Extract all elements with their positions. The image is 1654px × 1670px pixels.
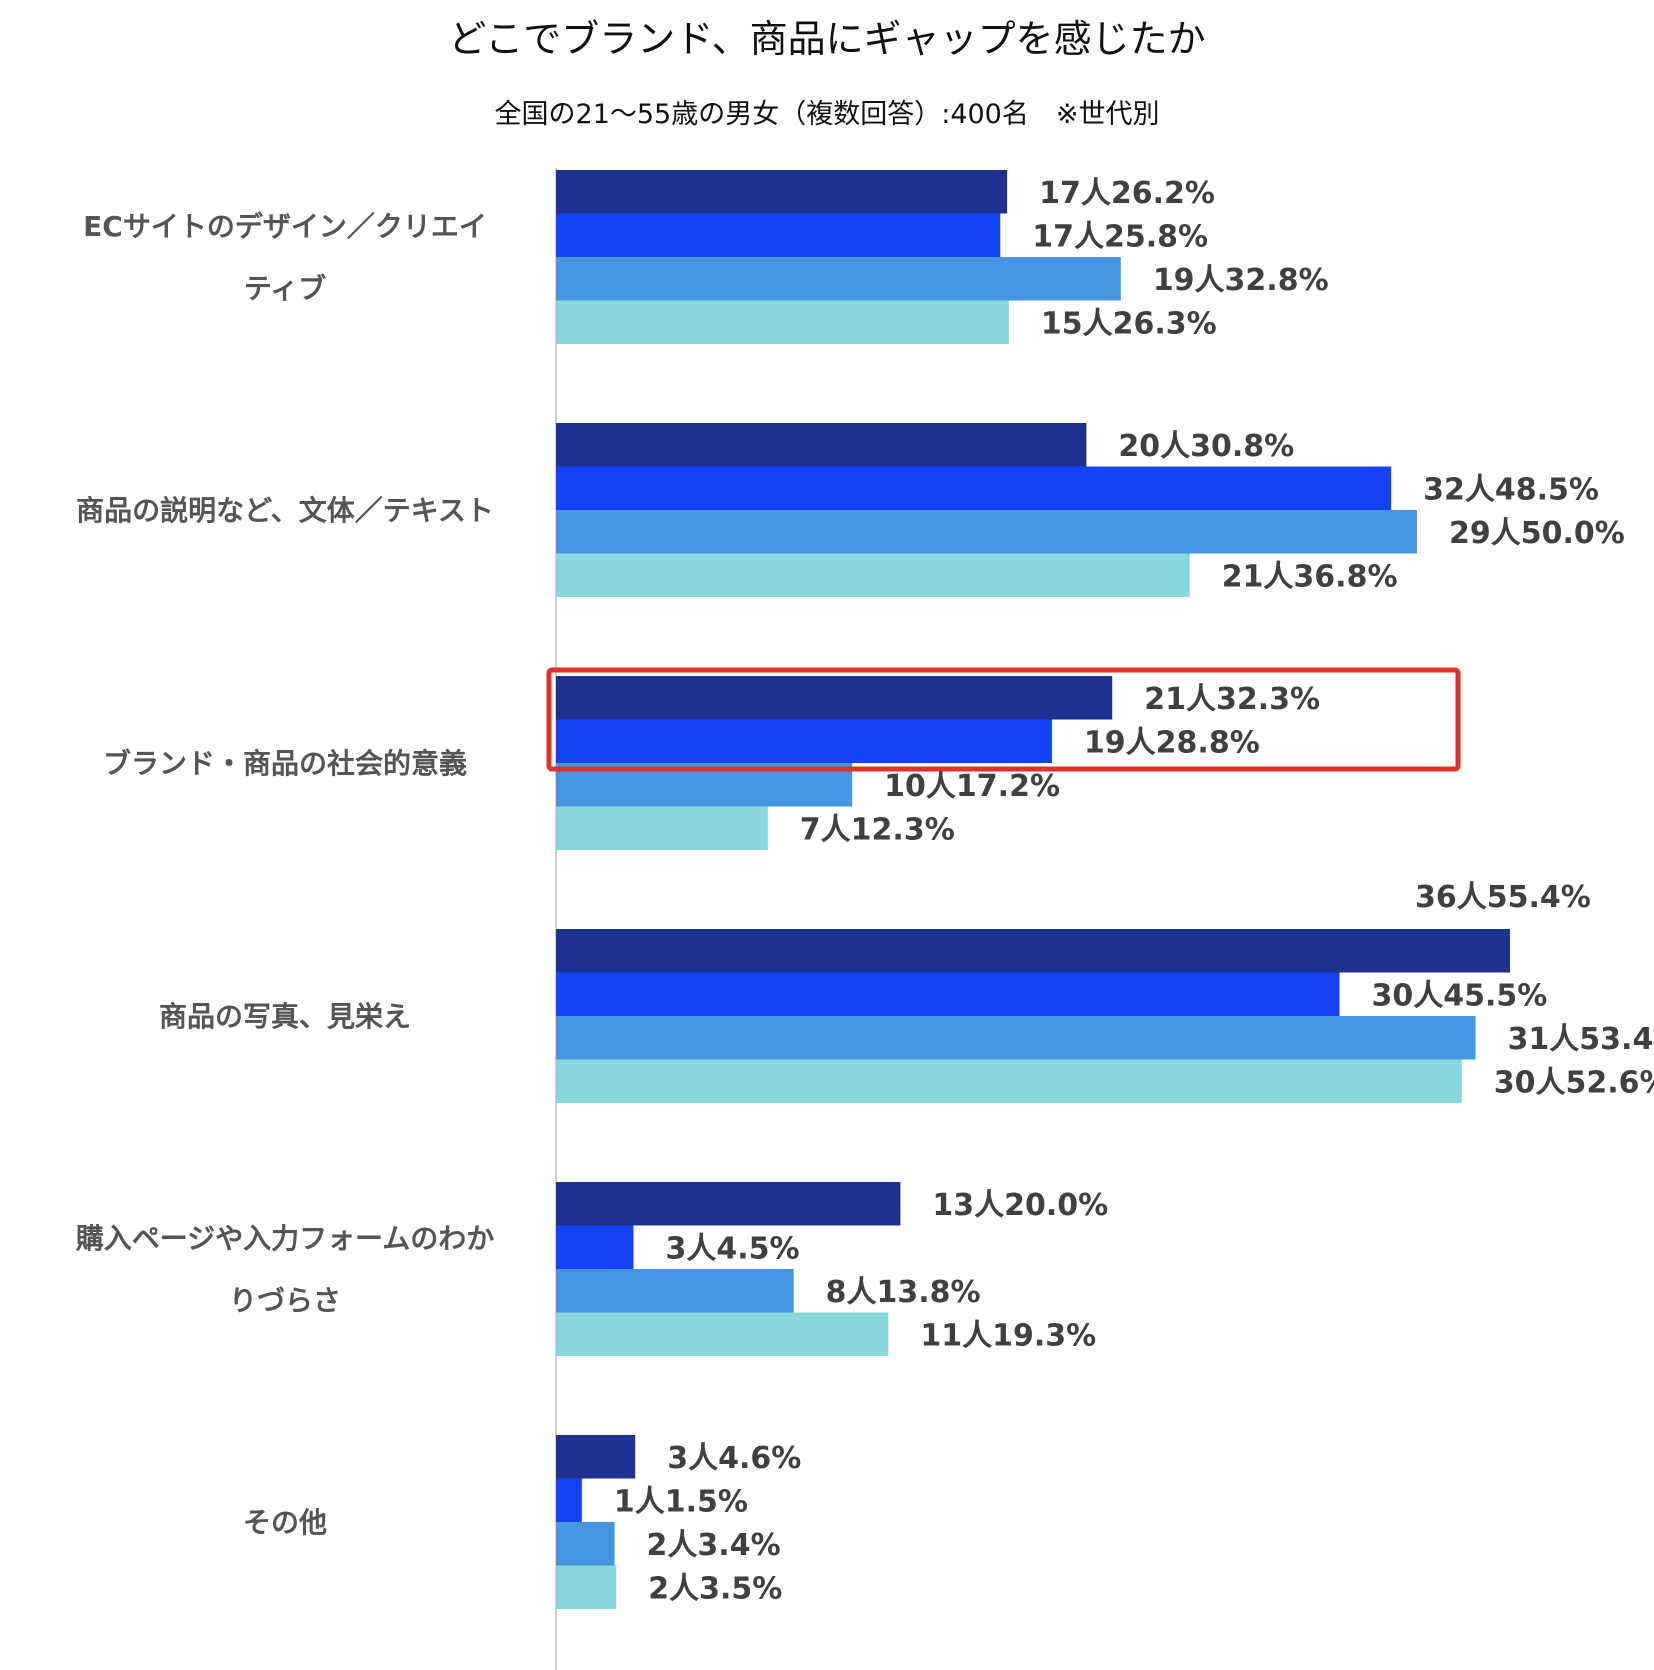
value-label: 19人28.8%: [1084, 725, 1260, 760]
bar: [556, 1565, 617, 1609]
value-label: 17人25.8%: [1032, 219, 1208, 254]
category-labels-group: ECサイトのデザイン／クリエイティブ商品の説明など、文体／テキストブランド・商品…: [76, 210, 495, 1539]
value-label: 36人55.4%: [1415, 880, 1591, 915]
bar: [556, 929, 1510, 973]
bar: [556, 213, 1001, 257]
value-label: 17人26.2%: [1039, 176, 1215, 211]
bar: [556, 300, 1009, 344]
chart-title: どこでブランド、商品にギャップを感じたか: [448, 17, 1205, 61]
value-label: 15人26.3%: [1041, 306, 1217, 341]
bar: [556, 170, 1008, 214]
bar: [556, 1522, 615, 1566]
category-label-line: 購入ページや入力フォームのわか: [76, 1222, 495, 1255]
value-label: 21人36.8%: [1222, 559, 1398, 594]
category-label: 商品の写真、見栄え: [159, 1000, 411, 1033]
bar: [556, 466, 1392, 510]
bar: [556, 972, 1340, 1016]
value-label: 29人50.0%: [1449, 516, 1625, 551]
value-label: 7人12.3%: [800, 812, 955, 847]
value-label: 1人1.5%: [614, 1484, 748, 1519]
bar: [556, 1312, 889, 1356]
category-label: 商品の説明など、文体／テキスト: [76, 494, 494, 527]
value-label: 11人19.3%: [920, 1318, 1096, 1353]
bar: [556, 1435, 636, 1479]
value-label: 32人48.5%: [1423, 472, 1599, 507]
value-label: 3人4.6%: [667, 1441, 801, 1476]
bars-group: [556, 170, 1510, 1609]
value-label: 2人3.4%: [647, 1528, 781, 1563]
category-label-line: りづらさ: [229, 1284, 341, 1317]
value-label: 3人4.5%: [665, 1231, 799, 1266]
value-label: 31人53.4%: [1508, 1022, 1654, 1057]
bar: [556, 1059, 1462, 1103]
bar: [556, 1269, 794, 1313]
bar: [556, 257, 1121, 301]
category-label: ブランド・商品の社会的意義: [103, 747, 467, 780]
bar: [556, 676, 1113, 720]
category-label-line: その他: [243, 1506, 327, 1539]
category-label-line: ティブ: [244, 272, 326, 305]
value-label: 21人32.3%: [1144, 682, 1320, 717]
category-label: ECサイトのデザイン／クリエイティブ: [83, 210, 487, 305]
value-label: 30人52.6%: [1494, 1065, 1654, 1100]
value-label: 13人20.0%: [932, 1188, 1108, 1223]
value-label: 19人32.8%: [1153, 263, 1329, 298]
category-label: その他: [243, 1506, 327, 1539]
highlight-box: [546, 667, 1461, 772]
category-label-line: 商品の説明など、文体／テキスト: [76, 494, 494, 527]
category-label-line: ブランド・商品の社会的意義: [103, 747, 467, 780]
bar: [556, 719, 1052, 763]
category-label-line: 商品の写真、見栄え: [159, 1000, 411, 1033]
category-label: 購入ページや入力フォームのわかりづらさ: [76, 1222, 495, 1317]
bar: [556, 806, 768, 850]
chart-subtitle: 全国の21〜55歳の男女（複数回答）:400名 ※世代別: [495, 99, 1160, 130]
bar: [556, 1016, 1476, 1060]
bar: [556, 553, 1190, 597]
value-label: 2人3.5%: [648, 1571, 782, 1606]
category-label-line: ECサイトのデザイン／クリエイ: [83, 210, 487, 243]
bar: [556, 1478, 582, 1522]
value-label: 20人30.8%: [1118, 429, 1294, 464]
value-label: 10人17.2%: [884, 769, 1060, 804]
value-label: 8人13.8%: [826, 1275, 981, 1310]
bar: [556, 423, 1087, 467]
value-labels-group: 17人26.2% 17人25.8% 19人32.8% 15人26.3% 20人30.8%…: [614, 176, 1654, 1607]
bar: [556, 1225, 634, 1269]
bar: [556, 510, 1417, 554]
bar: [556, 1182, 901, 1226]
value-label: 30人45.5%: [1372, 978, 1548, 1013]
